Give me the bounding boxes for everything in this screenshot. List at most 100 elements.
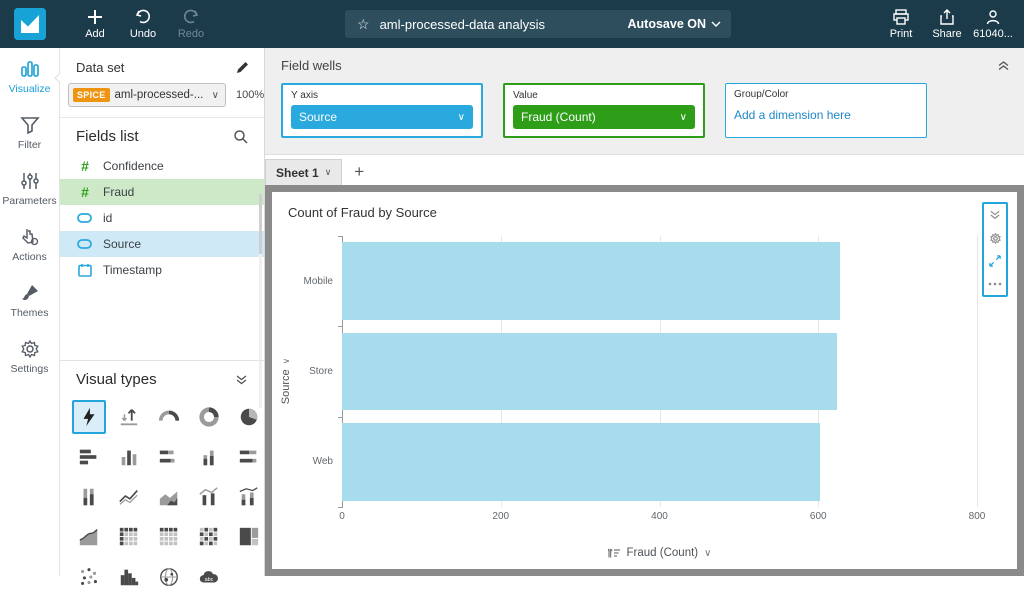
well-value[interactable]: Value Fraud (Count) ∨ (503, 83, 705, 138)
y-axis-title[interactable]: Source ∨ (280, 357, 292, 403)
visual-type-heat-map[interactable] (192, 520, 226, 554)
nav-label-parameters: Parameters (2, 195, 57, 207)
x-tick-label: 0 (339, 511, 345, 522)
nav-item-themes[interactable]: Themes (0, 272, 59, 328)
visual-toolbar (982, 202, 1008, 297)
x-tick-label: 200 (492, 511, 510, 522)
visual-type-combo-bar-line[interactable] (192, 480, 226, 514)
visual-collapse-button[interactable] (986, 207, 1004, 223)
category-label: Store (309, 365, 333, 377)
visual-type-horizontal-100-stacked-bar[interactable] (232, 440, 266, 474)
add-sheet-button[interactable]: + (354, 162, 365, 181)
field-row-fraud[interactable]: # Fraud (60, 179, 264, 205)
visual-type-stacked-combo-chart[interactable] (232, 480, 266, 514)
numeric-field-icon: # (81, 184, 89, 200)
dataset-selector[interactable]: SPICE aml-processed-... ∨ (68, 83, 226, 107)
add-button[interactable]: Add (72, 8, 118, 40)
well-y-axis-pill[interactable]: Source ∨ (291, 105, 473, 129)
share-label: Share (932, 28, 962, 40)
visual-type-vertical-100-stacked-bar[interactable] (72, 480, 106, 514)
autosave-toggle[interactable]: Autosave ON (628, 17, 722, 31)
horizontal-100-stacked-bar-icon (239, 450, 257, 463)
visual-type-horizontal-stacked-bar[interactable] (152, 440, 186, 474)
well-value-pill[interactable]: Fraud (Count) ∨ (513, 105, 695, 129)
nav-item-settings[interactable]: Settings (0, 328, 59, 384)
y-axis-title-text: Source (280, 368, 293, 404)
well-y-axis-value: Source (299, 110, 338, 124)
search-icon[interactable] (233, 129, 248, 144)
redo-button[interactable]: Redo (168, 8, 214, 40)
visual-settings-button[interactable] (986, 230, 1004, 246)
collapse-double-chevron-icon[interactable] (235, 374, 248, 385)
pivot-table-icon (119, 527, 138, 546)
dataset-name: aml-processed-... (114, 89, 204, 101)
field-row-confidence[interactable]: # Confidence (60, 153, 264, 179)
fields-scrollbar[interactable] (259, 194, 262, 408)
y-axis-tick (338, 326, 343, 328)
visual-type-donut-chart[interactable] (192, 400, 226, 434)
visual-type-area-chart[interactable] (152, 480, 186, 514)
field-row-timestamp[interactable]: Timestamp (60, 257, 264, 283)
chart-title: Count of Fraud by Source (288, 205, 437, 220)
visual-type-pivot-table[interactable] (112, 520, 146, 554)
sheet-tab[interactable]: Sheet 1 ∨ (265, 159, 343, 185)
account-button[interactable]: 61040... (970, 8, 1016, 40)
y-axis-tick (338, 507, 343, 508)
visual-type-vertical-bar[interactable] (112, 440, 146, 474)
quicksight-logo[interactable] (14, 8, 46, 40)
field-label: Source (103, 237, 142, 251)
visual-type-histogram[interactable] (112, 560, 146, 594)
chevron-down-icon: ∨ (679, 111, 687, 123)
add-dimension-link[interactable]: Add a dimension here (734, 108, 851, 122)
bar-store[interactable] (342, 332, 838, 411)
nav-item-actions[interactable]: Actions (0, 216, 59, 272)
nav-item-filter[interactable]: Filter (0, 104, 59, 160)
nav-label-visualize: Visualize (8, 83, 51, 95)
nav-label-themes: Themes (10, 307, 49, 319)
visual-type-pie-chart[interactable] (232, 400, 266, 434)
well-group-color[interactable]: Group/Color Add a dimension here (725, 83, 927, 138)
selected-visual-frame[interactable]: Count of Fraud by Source Source ∨ Mobile… (265, 185, 1024, 576)
x-tick-label: 600 (809, 511, 827, 522)
visual-type-line-chart[interactable] (112, 480, 146, 514)
x-axis-title[interactable]: Fraud (Count) ∨ (342, 547, 977, 559)
visual-type-horizontal-bar[interactable] (72, 440, 106, 474)
visual-type-auto-graph[interactable] (72, 400, 106, 434)
edit-pencil-icon[interactable] (235, 60, 250, 75)
visual-type-gauge[interactable] (152, 400, 186, 434)
bar-mobile[interactable] (342, 242, 840, 320)
nav-item-parameters[interactable]: Parameters (0, 160, 59, 216)
visual-type-points-on-map[interactable] (152, 560, 186, 594)
area-chart-icon (159, 491, 178, 506)
share-button[interactable]: Share (924, 8, 970, 40)
field-row-id[interactable]: id (60, 205, 264, 231)
vertical-100-stacked-bar-icon (83, 488, 94, 506)
bars: Mobile Store Web (304, 236, 977, 507)
visual-type-vertical-stacked-bar[interactable] (192, 440, 226, 474)
analysis-title-bar[interactable]: ☆ aml-processed-data analysis Autosave O… (345, 10, 731, 38)
print-button[interactable]: Print (878, 8, 924, 40)
bar-web[interactable] (342, 422, 820, 501)
favorite-star-icon[interactable]: ☆ (357, 15, 370, 32)
visual-type-table[interactable] (152, 520, 186, 554)
visual-type-area-line-chart[interactable] (72, 520, 106, 554)
table-icon (159, 527, 178, 546)
undo-button[interactable]: Undo (120, 8, 166, 40)
x-axis-title-text: Fraud (Count) (626, 547, 699, 559)
visual-menu-button[interactable] (986, 276, 1004, 292)
gauge-icon (158, 410, 180, 421)
actions-pointer-icon (21, 229, 38, 246)
category-label: Web (312, 456, 333, 468)
well-value-value: Fraud (Count) (521, 110, 596, 124)
visual-type-tree-map[interactable] (232, 520, 266, 554)
visual-type-kpi[interactable] (112, 400, 146, 434)
well-y-axis[interactable]: Y axis Source ∨ (281, 83, 483, 138)
field-row-source[interactable]: Source (60, 231, 264, 257)
visual-type-scatter-plot[interactable] (72, 560, 106, 594)
gridline (977, 236, 978, 507)
nav-item-visualize[interactable]: Visualize (0, 48, 66, 104)
visual-type-word-cloud[interactable]: abc (192, 560, 226, 594)
field-label: Timestamp (103, 263, 162, 277)
visual-maximize-button[interactable] (986, 253, 1004, 269)
field-wells-collapse-button[interactable] (997, 58, 1010, 76)
